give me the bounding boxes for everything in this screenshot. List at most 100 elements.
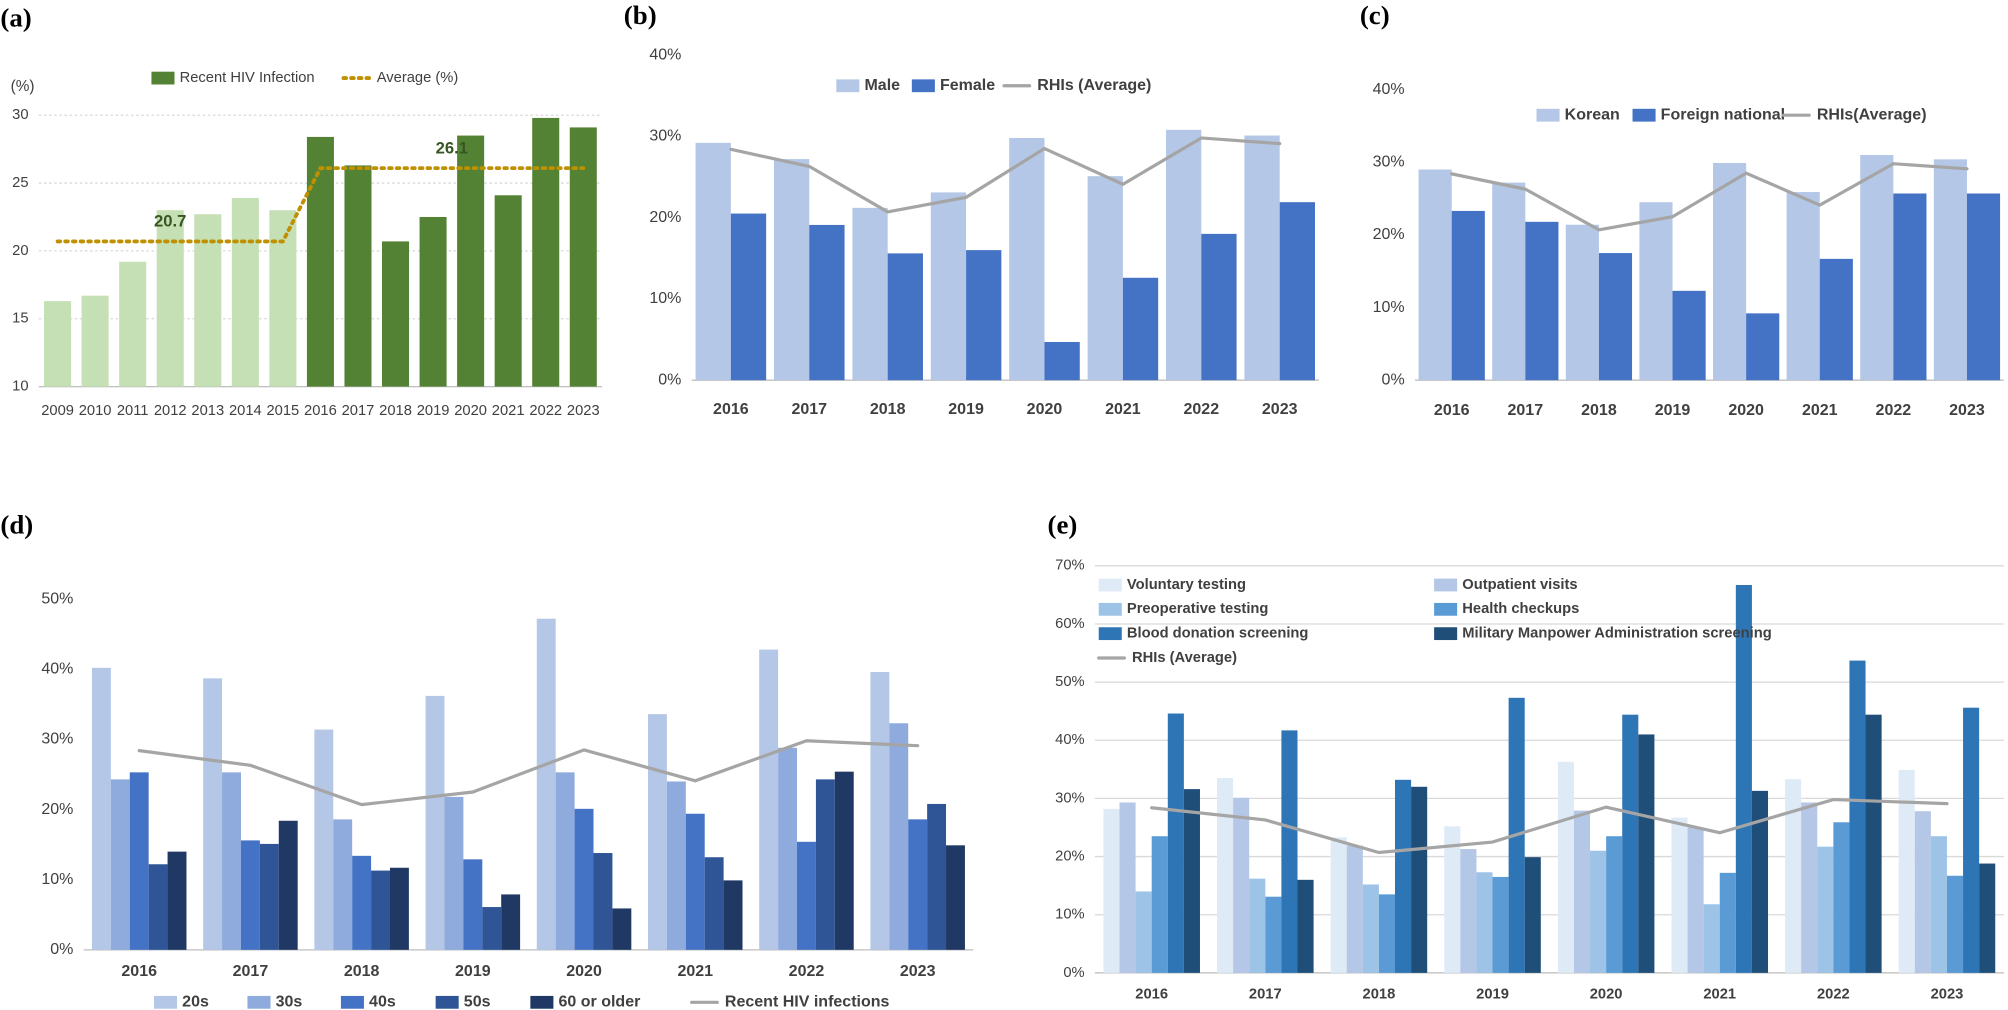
- panel-label: (c): [1360, 0, 1390, 30]
- bar: [425, 695, 445, 950]
- bar: [269, 210, 297, 387]
- bar: [1713, 162, 1747, 381]
- bar: [1785, 779, 1802, 973]
- bar: [1639, 202, 1673, 381]
- x-tick-label: 2016: [304, 403, 337, 419]
- y-tick-label: 10%: [649, 290, 681, 307]
- x-tick-label: 2017: [1508, 402, 1544, 419]
- bar: [278, 820, 298, 950]
- bar: [1672, 290, 1706, 381]
- bar: [259, 843, 279, 950]
- x-tick-label: 2023: [1931, 987, 1964, 1003]
- bar: [1573, 810, 1591, 973]
- panel-label: (d): [0, 510, 33, 540]
- bar: [852, 207, 888, 381]
- bar: [457, 135, 485, 387]
- x-tick-label: 2020: [1027, 401, 1063, 418]
- legend-label: Recent HIV Infection: [180, 70, 315, 86]
- y-tick-label: 70%: [1055, 558, 1084, 574]
- legend-label: Outpatient visits: [1462, 577, 1577, 593]
- bar: [1933, 159, 1967, 381]
- x-tick-label: 2013: [191, 403, 224, 419]
- bar: [927, 803, 947, 950]
- bar: [1281, 730, 1298, 973]
- bar: [203, 678, 223, 950]
- x-tick-label: 2017: [342, 403, 375, 419]
- x-tick-label: 2022: [789, 963, 825, 980]
- bar: [1638, 734, 1655, 973]
- legend-swatch: [435, 995, 459, 1009]
- bar: [419, 216, 447, 387]
- y-tick-label: 20%: [41, 801, 73, 818]
- bar: [870, 672, 890, 950]
- line-series: [1450, 162, 1969, 232]
- bar: [887, 253, 923, 381]
- x-tick-label: 2010: [79, 403, 112, 419]
- y-tick-label: 20%: [1055, 848, 1084, 864]
- legend-label: Voluntary testing: [1127, 577, 1246, 593]
- legend-swatch: [1434, 578, 1458, 592]
- bar: [1167, 713, 1184, 973]
- x-tick-label: 2021: [1802, 402, 1838, 419]
- bar: [1330, 837, 1347, 973]
- legend-label: Recent HIV infections: [725, 994, 890, 1010]
- x-tick-label: 2016: [1434, 402, 1470, 419]
- y-tick-label: 30%: [1055, 790, 1084, 806]
- x-tick-label: 2022: [1183, 401, 1219, 418]
- legend-label: Foreign national: [1661, 106, 1785, 123]
- legend-label: 60 or older: [559, 994, 641, 1010]
- x-tick-label: 2009: [41, 403, 74, 419]
- bar: [532, 117, 560, 387]
- x-tick-label: 2014: [229, 403, 262, 419]
- bar: [666, 781, 686, 950]
- bar: [494, 195, 522, 387]
- bar: [1946, 875, 1964, 973]
- legend-swatch: [1434, 627, 1458, 641]
- bar: [908, 819, 928, 950]
- legend-label: 20s: [182, 994, 209, 1010]
- legend-label: RHIs (Average): [1132, 650, 1237, 666]
- line-series: [137, 739, 920, 807]
- x-tick-label: 2019: [455, 963, 491, 980]
- bar: [1492, 182, 1526, 381]
- bar: [815, 779, 835, 950]
- line-series: [1150, 797, 1949, 855]
- bar: [1166, 129, 1202, 381]
- legend-swatch: [911, 79, 935, 93]
- bar: [1418, 169, 1452, 381]
- bar: [946, 845, 965, 950]
- bar: [930, 192, 967, 381]
- legend-label: Blood donation screening: [1127, 626, 1309, 642]
- bar: [1849, 660, 1866, 973]
- bar: [1817, 846, 1834, 973]
- bar: [1606, 836, 1623, 973]
- y-tick-label: 50%: [1055, 674, 1084, 690]
- bar: [1786, 192, 1820, 381]
- bar: [344, 165, 372, 387]
- x-tick-label: 2012: [154, 403, 187, 419]
- bar: [1233, 797, 1250, 973]
- x-tick-label: 2011: [117, 403, 149, 419]
- bar: [110, 779, 130, 950]
- bar: [1444, 826, 1461, 973]
- y-axis-label: (%): [11, 78, 35, 95]
- bar: [1819, 258, 1853, 381]
- y-tick-label: 30%: [649, 128, 681, 145]
- bar: [1914, 811, 1931, 973]
- bar: [1346, 845, 1363, 973]
- bar: [1122, 277, 1159, 381]
- bar: [463, 859, 483, 950]
- legend-swatch: [836, 79, 860, 93]
- bar: [612, 908, 632, 950]
- legend-label: RHIs(Average): [1817, 106, 1927, 123]
- bar: [1103, 808, 1120, 973]
- x-tick-label: 2022: [529, 403, 562, 419]
- bar: [1297, 879, 1314, 973]
- bar: [555, 772, 575, 950]
- x-tick-label: 2020: [1590, 987, 1623, 1003]
- bar: [1119, 802, 1136, 973]
- average-label: 20.7: [154, 212, 186, 231]
- x-tick-label: 2017: [791, 401, 827, 418]
- bar: [1703, 904, 1720, 973]
- x-tick-label: 2016: [713, 401, 749, 418]
